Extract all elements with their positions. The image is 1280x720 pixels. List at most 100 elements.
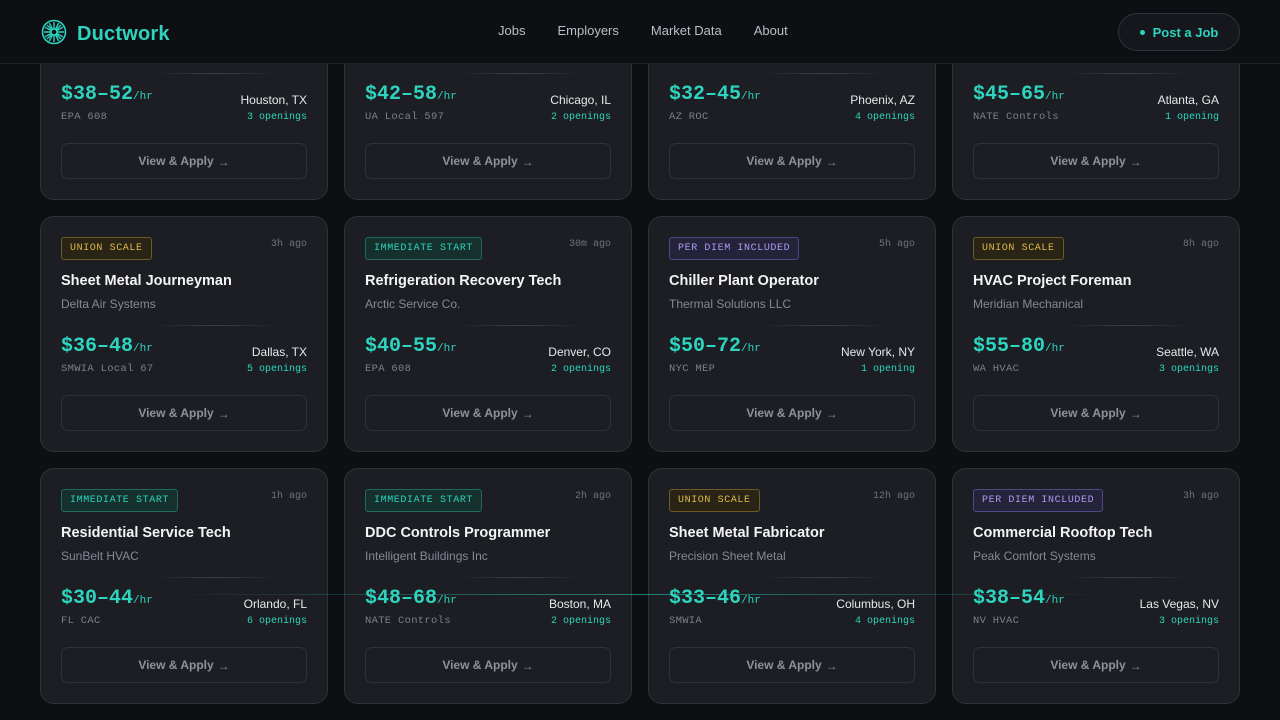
view-apply-button[interactable]: View & Apply → (973, 143, 1219, 179)
arrow-right-icon: → (1129, 407, 1142, 421)
pay-range: $36–48/hr (61, 335, 153, 358)
job-title[interactable]: DDC Controls Programmer (365, 525, 551, 541)
company-name[interactable]: Precision Sheet Metal (669, 549, 786, 563)
card-divider (151, 577, 281, 578)
view-apply-button[interactable]: View & Apply → (669, 143, 915, 179)
job-title[interactable]: Chiller Plant Operator (669, 273, 819, 289)
pay-unit: /hr (133, 595, 153, 607)
view-apply-button[interactable]: View & Apply → (669, 647, 915, 683)
job-title[interactable]: Refrigeration Recovery Tech (365, 273, 562, 289)
nav-link-about[interactable]: About (753, 23, 788, 38)
job-card[interactable]: UNION SCALE 8h ago HVAC Project Foreman Mer… (952, 216, 1240, 452)
pay-unit: /hr (1045, 343, 1065, 355)
view-apply-button[interactable]: View & Apply → (365, 143, 611, 179)
pay-amount: $38–52 (61, 83, 134, 106)
openings-count: 4 openings (854, 112, 915, 123)
company-name[interactable]: Arctic Service Co. (365, 297, 461, 311)
view-apply-button[interactable]: View & Apply → (61, 395, 307, 431)
job-title[interactable]: Commercial Rooftop Tech (973, 525, 1153, 541)
view-apply-button[interactable]: View & Apply → (61, 143, 307, 179)
view-apply-label: View & Apply (138, 406, 214, 420)
pay-unit: /hr (437, 343, 457, 355)
job-location: Dallas, TX (251, 345, 307, 359)
pay-amount: $55–80 (973, 335, 1046, 358)
job-card[interactable]: PER DIEM INCLUDED 5h ago Chiller Plant Ope… (648, 216, 936, 452)
job-location: Phoenix, AZ (850, 93, 915, 107)
posted-age: 5h ago (878, 239, 915, 250)
view-apply-label: View & Apply (746, 406, 822, 420)
view-apply-button[interactable]: View & Apply → (61, 647, 307, 683)
certification: FL CAC (61, 615, 101, 627)
posted-age: 8h ago (1182, 239, 1219, 250)
company-name[interactable]: SunBelt HVAC (61, 549, 139, 563)
nav-link-jobs[interactable]: Jobs (498, 23, 526, 38)
job-card[interactable]: PER DIEM INCLUDED 3h ago Commercial Roofto… (952, 468, 1240, 704)
openings-count: 2 openings (550, 616, 611, 627)
posted-age: 2h ago (574, 491, 611, 502)
pay-amount: $45–65 (973, 83, 1046, 106)
view-apply-button[interactable]: View & Apply → (365, 395, 611, 431)
job-location: Columbus, OH (836, 597, 915, 611)
job-card[interactable]: UNION SCALE 3h ago Sheet Metal Journeyman D… (40, 216, 328, 452)
company-name[interactable]: Meridian Mechanical (973, 297, 1084, 311)
arrow-right-icon: → (1129, 659, 1142, 673)
openings-count: 4 openings (854, 616, 915, 627)
card-divider (1063, 577, 1193, 578)
brand-name: Ductwork (77, 23, 170, 45)
job-location: Seattle, WA (1156, 345, 1219, 359)
company-name[interactable]: Intelligent Buildings Inc (365, 549, 488, 563)
nav-link-market-data[interactable]: Market Data (650, 23, 722, 38)
certification: NATE Controls (365, 615, 451, 627)
pay-range: $33–46/hr (669, 587, 761, 610)
job-badge: UNION SCALE (61, 237, 152, 260)
certification: UA Local 597 (365, 111, 445, 123)
job-location: Atlanta, GA (1157, 93, 1219, 107)
job-badge: UNION SCALE (669, 489, 760, 512)
card-divider (759, 325, 889, 326)
company-name[interactable]: Thermal Solutions LLC (669, 297, 792, 311)
top-nav: Ductwork Jobs Employers Market Data Abou… (0, 0, 1280, 64)
arrow-right-icon: → (521, 407, 534, 421)
view-apply-button[interactable]: View & Apply → (973, 395, 1219, 431)
certification: SMWIA Local 67 (61, 363, 154, 375)
job-card[interactable]: $38–52/hr EPA 608 Houston, TX 3 openings Vie… (40, 0, 328, 200)
job-title[interactable]: Sheet Metal Fabricator (669, 525, 825, 541)
view-apply-button[interactable]: View & Apply → (669, 395, 915, 431)
job-card[interactable]: IMMEDIATE START 2h ago DDC Controls Progra… (344, 468, 632, 704)
job-badge: IMMEDIATE START (365, 237, 483, 260)
company-name[interactable]: Delta Air Systems (61, 297, 156, 311)
pay-unit: /hr (741, 91, 761, 103)
main-menu: Jobs Employers Market Data About (498, 23, 788, 38)
view-apply-button[interactable]: View & Apply → (973, 647, 1219, 683)
job-title[interactable]: Sheet Metal Journeyman (61, 273, 232, 289)
company-name[interactable]: Peak Comfort Systems (973, 549, 1096, 563)
pay-range: $50–72/hr (669, 335, 761, 358)
view-apply-label: View & Apply (746, 658, 822, 672)
certification: EPA 608 (365, 363, 412, 375)
view-apply-button[interactable]: View & Apply → (365, 647, 611, 683)
pay-range: $40–55/hr (365, 335, 457, 358)
posted-age: 3h ago (270, 239, 307, 250)
brand-logo[interactable]: Ductwork (41, 19, 170, 50)
nav-link-employers[interactable]: Employers (557, 23, 619, 38)
job-title[interactable]: Residential Service Tech (61, 525, 231, 541)
openings-count: 5 openings (246, 364, 307, 375)
card-divider (151, 325, 281, 326)
job-card[interactable]: UNION SCALE 12h ago Sheet Metal Fabricator… (648, 468, 936, 704)
card-divider (1063, 73, 1193, 74)
job-card[interactable]: IMMEDIATE START 30m ago Refrigeration Reco… (344, 216, 632, 452)
view-apply-label: View & Apply (138, 154, 214, 168)
job-title[interactable]: HVAC Project Foreman (973, 273, 1132, 289)
openings-count: 3 openings (1158, 616, 1219, 627)
pay-amount: $38–54 (973, 587, 1046, 610)
job-card[interactable]: IMMEDIATE START 1h ago Residential Service… (40, 468, 328, 704)
posted-age: 12h ago (872, 491, 915, 502)
card-divider (759, 577, 889, 578)
post-job-button[interactable]: Post a Job (1118, 13, 1240, 51)
card-divider (455, 577, 585, 578)
pay-amount: $48–68 (365, 587, 438, 610)
card-divider (455, 325, 585, 326)
job-location: Houston, TX (240, 93, 307, 107)
pay-range: $45–65/hr (973, 83, 1065, 106)
openings-count: 2 openings (550, 112, 611, 123)
